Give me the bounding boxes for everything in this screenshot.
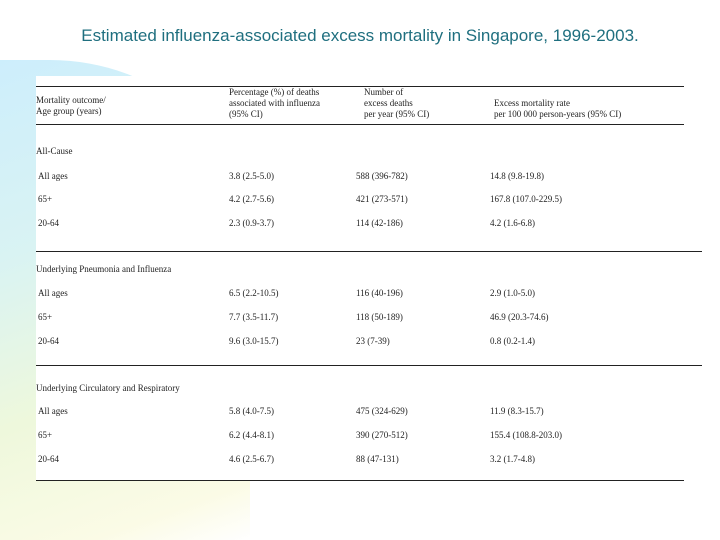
row-excess-rate: 11.9 (8.3-15.7) [490,406,544,416]
row-group: All ages [38,288,68,298]
row-percentage: 5.8 (4.0-7.5) [229,406,274,416]
row-group: 65+ [38,194,53,204]
row-percentage: 9.6 (3.0-15.7) [229,336,279,346]
row-excess-rate: 167.8 (107.0-229.5) [490,194,562,204]
row-excess-rate: 3.2 (1.7-4.8) [490,454,535,464]
row-excess-rate: 0.8 (0.2-1.4) [490,336,535,346]
section-2-bottom-rule [36,365,702,366]
header-deaths-line-3: per year (95% CI) [364,109,430,119]
row-group: 20-64 [38,454,59,464]
row-percentage: 3.8 (2.5-5.0) [229,171,274,181]
row-group: 65+ [38,312,53,322]
page-title: Estimated influenza-associated excess mo… [81,26,639,45]
row-excess-deaths: 118 (50-189) [356,312,403,322]
section-label: All-Cause [36,146,73,156]
header-excess-rate: Excess mortality rate per 100 000 person… [494,98,621,120]
row-excess-rate: 14.8 (9.8-19.8) [490,171,544,181]
header-percentage-line-1: Percentage (%) of deaths [229,87,320,97]
header-outcome: Mortality outcome/ Age group (years) [36,95,106,117]
row-excess-rate: 2.9 (1.0-5.0) [490,288,535,298]
table-bottom-rule [36,480,684,481]
row-group: 20-64 [38,218,59,228]
header-percentage-line-2: associated with influenza [229,98,320,108]
header-rate-line-2: per 100 000 person-years (95% CI) [494,109,622,119]
row-percentage: 6.5 (2.2-10.5) [229,288,279,298]
row-excess-deaths: 116 (40-196) [356,288,403,298]
header-outcome-line-1: Mortality outcome/ [36,95,106,105]
row-excess-deaths: 390 (270-512) [356,430,408,440]
section-label: Underlying Pneumonia and Influenza [36,264,172,274]
header-rate-line-1: Excess mortality rate [494,98,570,108]
header-percentage: Percentage (%) of deaths associated with… [229,87,320,120]
row-excess-deaths: 114 (42-186) [356,218,403,228]
row-excess-deaths: 88 (47-131) [356,454,399,464]
row-group: 20-64 [38,336,59,346]
row-excess-deaths: 588 (396-782) [356,171,408,181]
header-excess-deaths: Number of excess deaths per year (95% CI… [364,87,429,120]
row-percentage: 7.7 (3.5-11.7) [229,312,279,322]
row-percentage: 4.2 (2.7-5.6) [229,194,274,204]
header-deaths-line-1: Number of [364,87,404,97]
row-group: All ages [38,406,68,416]
header-bottom-rule [36,124,684,125]
table-top-rule [36,86,684,87]
row-group: All ages [38,171,68,181]
section-1-bottom-rule [36,251,702,252]
row-excess-rate: 155.4 (108.8-203.0) [490,430,562,440]
row-excess-rate: 46.9 (20.3-74.6) [490,312,549,322]
section-label: Underlying Circulatory and Respiratory [36,383,180,393]
header-deaths-line-2: excess deaths [364,98,413,108]
row-excess-rate: 4.2 (1.6-6.8) [490,218,535,228]
row-excess-deaths: 475 (324-629) [356,406,408,416]
header-percentage-line-3: (95% CI) [229,109,263,119]
header-outcome-line-2: Age group (years) [36,106,102,116]
row-excess-deaths: 23 (7-39) [356,336,390,346]
row-excess-deaths: 421 (273-571) [356,194,408,204]
mortality-table: Mortality outcome/ Age group (years) Per… [36,76,702,481]
row-percentage: 6.2 (4.4-8.1) [229,430,274,440]
row-group: 65+ [38,430,53,440]
row-percentage: 4.6 (2.5-6.7) [229,454,274,464]
row-percentage: 2.3 (0.9-3.7) [229,218,274,228]
